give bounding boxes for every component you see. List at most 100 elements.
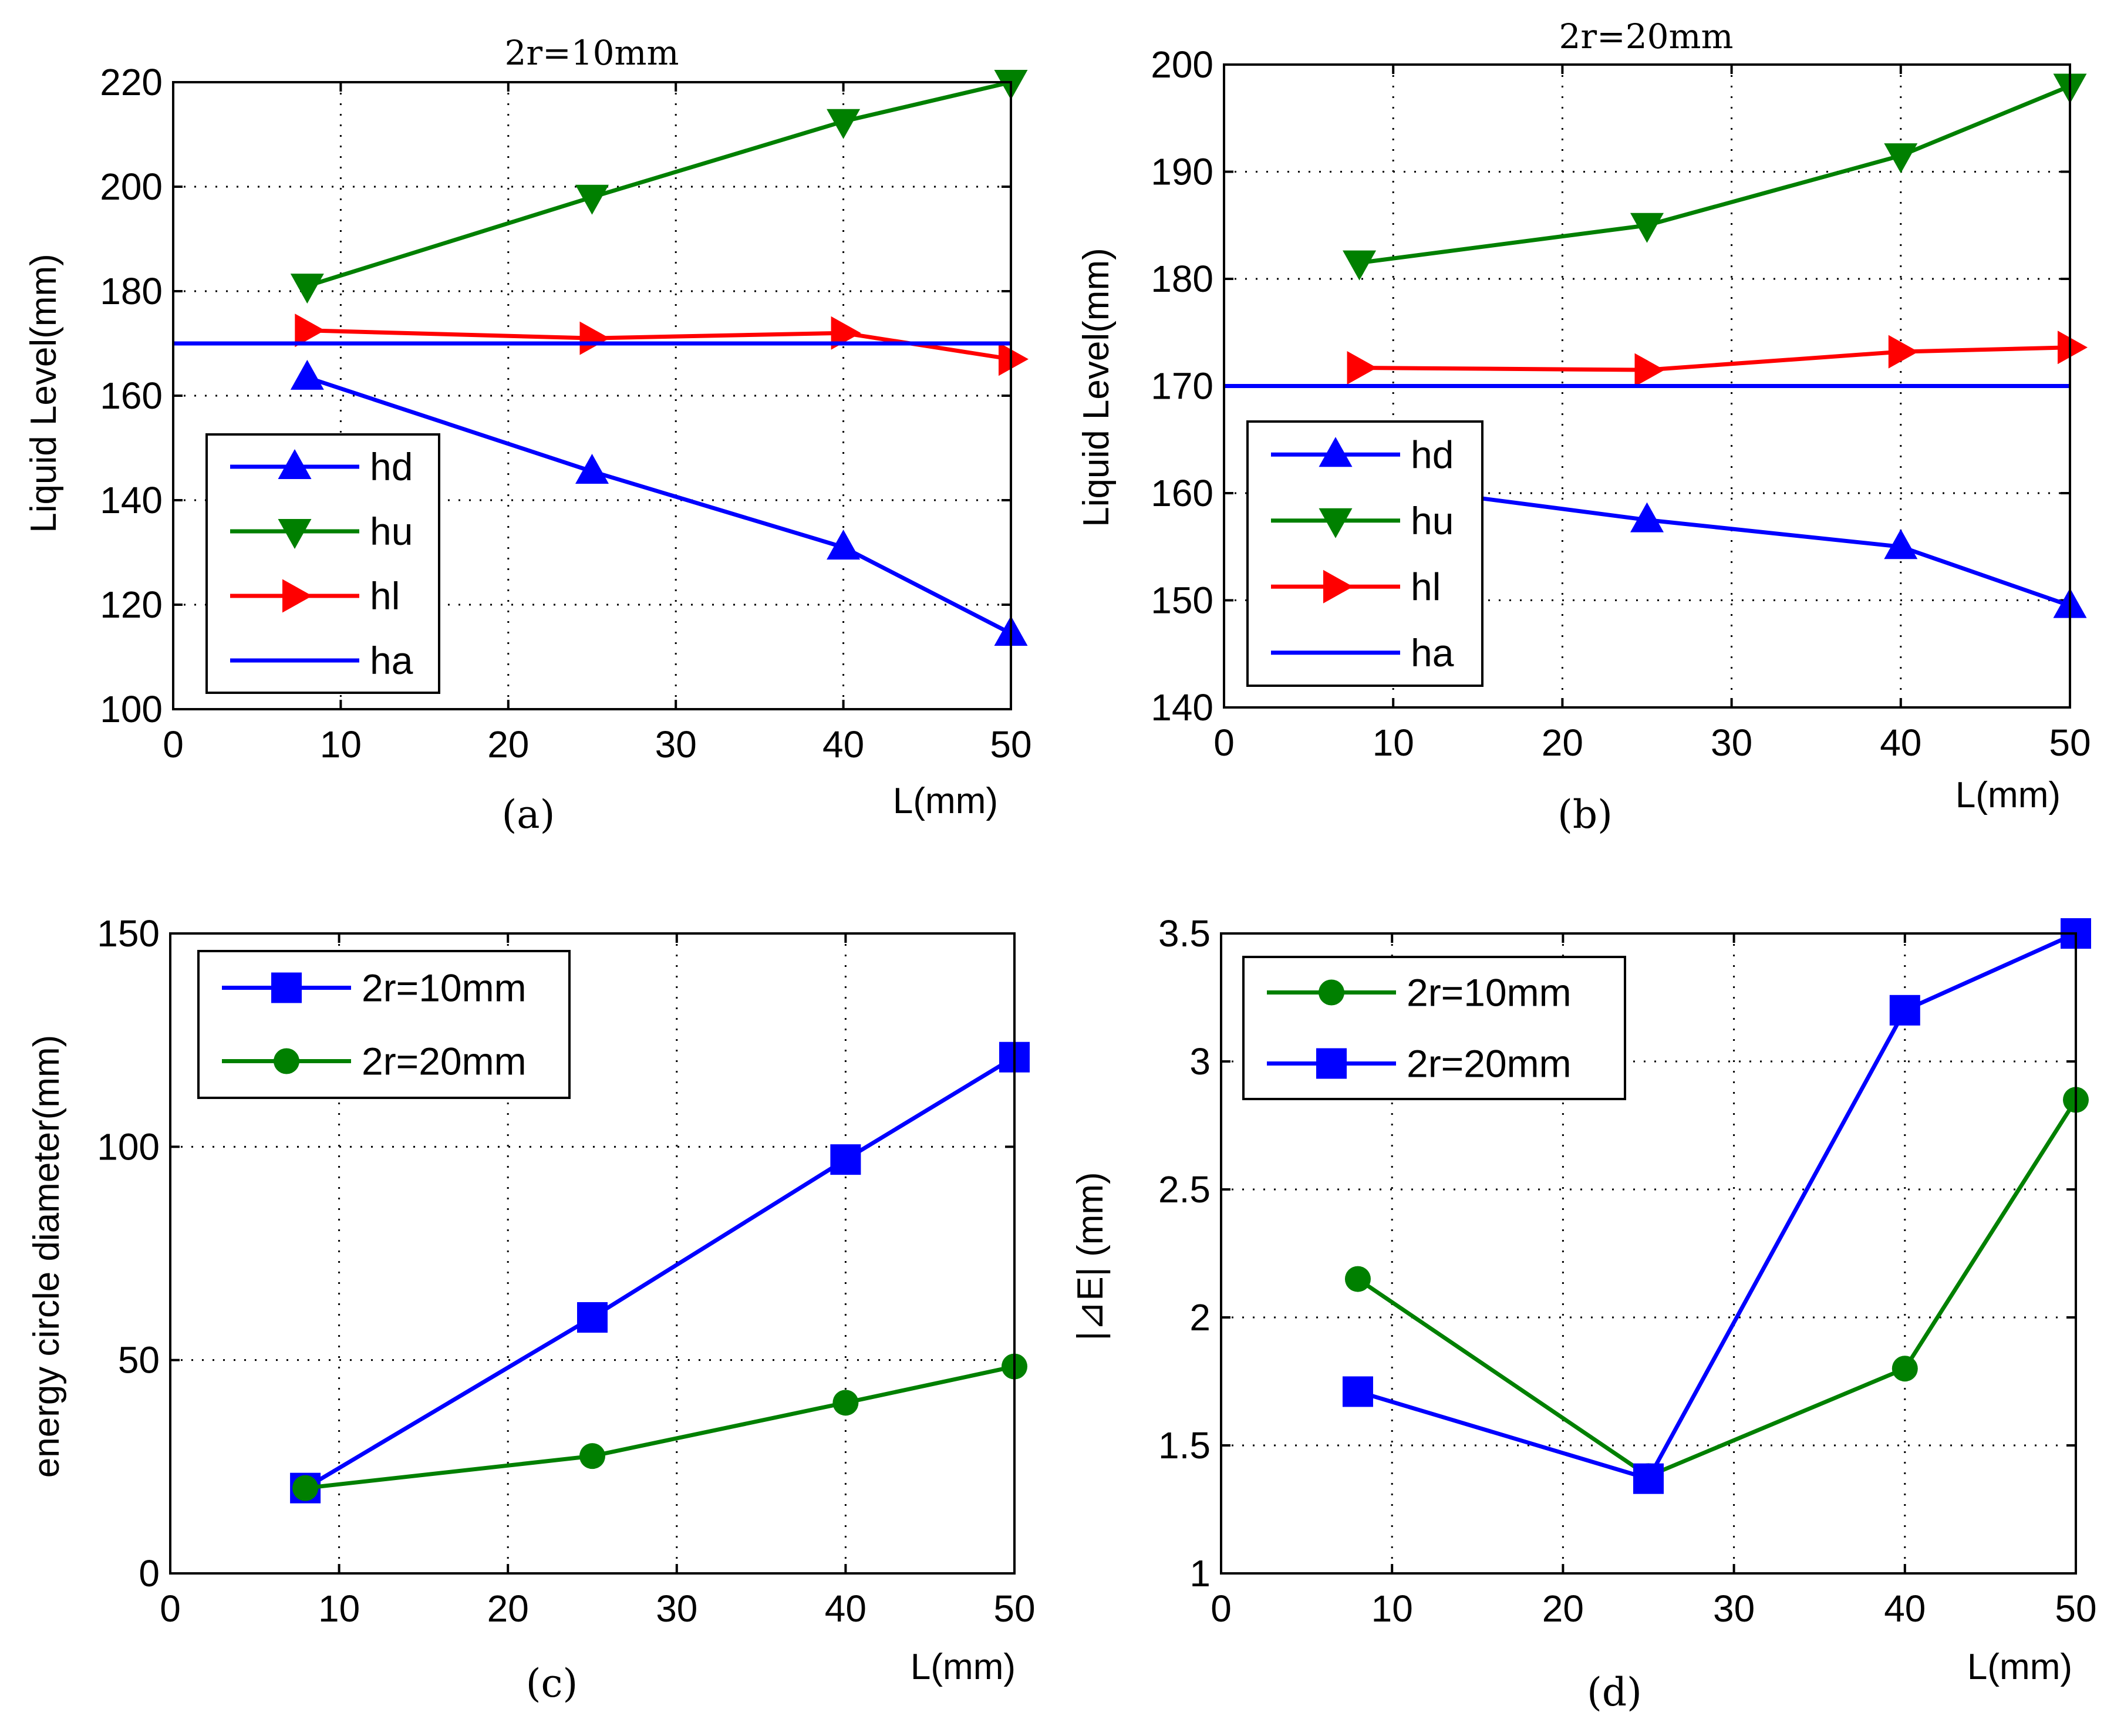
y-tick-label: 120 <box>100 584 163 626</box>
series-hl <box>295 314 1029 376</box>
series-line <box>1359 84 2071 265</box>
chart-title: 2r=20mm <box>1559 16 1733 56</box>
x-tick-label: 30 <box>656 1587 697 1630</box>
legend-marker <box>278 449 312 479</box>
series-line <box>306 375 1012 636</box>
data-point <box>290 359 324 390</box>
x-tick-label: 0 <box>160 1587 181 1630</box>
y-tick-label: 150 <box>97 912 160 955</box>
y-tick-label: 2 <box>1189 1296 1211 1339</box>
y-tick-label: 1 <box>1189 1552 1211 1595</box>
y-tick-label: 2.5 <box>1158 1168 1211 1211</box>
x-tick-label: 30 <box>1711 722 1752 764</box>
legend-label: hd <box>370 445 413 488</box>
axes-box <box>1220 932 2077 1575</box>
panel-d: 0 10 20 30 40 50 1 1.5 2 2.5 3 3.5 2r=10mm 2r=20mm L(m… <box>1070 912 2097 1715</box>
x-tick-label: 0 <box>1213 722 1235 764</box>
legend-box <box>1246 420 1483 687</box>
x-tick-label: 10 <box>1371 1587 1413 1630</box>
legend-label: ha <box>370 639 413 682</box>
y-tick-label: 140 <box>100 479 163 521</box>
legend-marker <box>1319 508 1353 538</box>
data-point <box>579 1443 605 1469</box>
legend-label: hu <box>370 510 413 553</box>
series-line <box>1359 480 2071 608</box>
x-tick-label: 50 <box>2049 722 2091 764</box>
legend: 2r=10mm 2r=20mm <box>197 950 571 1099</box>
x-tick-label: 30 <box>1713 1587 1755 1630</box>
legend: 2r=10mm 2r=20mm <box>1242 956 1626 1100</box>
legend-marker <box>271 972 302 1003</box>
series-line <box>1357 931 2077 1481</box>
y-tick-label: 160 <box>100 375 163 417</box>
y-tick-label: 200 <box>100 166 163 208</box>
x-axis-label: L(mm) <box>893 781 998 821</box>
data-point <box>1343 250 1377 281</box>
data-point <box>999 342 1029 376</box>
panel-a: 0 10 20 30 40 50 100 120 140 160 180 200 220 hd hu hl ha… <box>23 33 1032 837</box>
y-tick-label: 3.5 <box>1158 912 1211 955</box>
y-tick-label: 140 <box>1151 686 1213 729</box>
y-axis-label: |⊿E| (mm) <box>1070 1172 1111 1340</box>
legend-marker <box>278 519 312 549</box>
legend-marker <box>274 1048 299 1074</box>
y-tick-label: 180 <box>1151 258 1213 300</box>
y-tick-label: 100 <box>100 688 163 730</box>
data-point <box>295 314 325 348</box>
x-tick-label: 50 <box>990 723 1031 766</box>
legend-marker <box>282 579 312 613</box>
x-tick-label: 20 <box>1542 722 1583 764</box>
data-point <box>1630 213 1664 243</box>
data-point <box>1892 1356 1918 1382</box>
panel-b: 0 10 20 30 40 50 140 150 160 170 180 190 200 hd hu hl ha… <box>1076 16 2091 837</box>
legend-label: 2r=20mm <box>1407 1042 1572 1086</box>
legend-label: 2r=10mm <box>362 966 527 1010</box>
data-point <box>575 184 609 215</box>
x-tick-label: 20 <box>487 723 529 766</box>
x-tick-label: 40 <box>822 723 864 766</box>
series-line <box>1359 345 2071 372</box>
legend-marker <box>1316 1048 1347 1079</box>
data-point <box>830 1144 861 1175</box>
panel-caption: (c) <box>526 1661 578 1706</box>
data-point <box>1344 1266 1371 1292</box>
x-tick-label: 0 <box>1211 1587 1232 1630</box>
y-axis-label: Liquid Level(mm) <box>1076 248 1117 527</box>
data-point <box>1889 995 1920 1026</box>
data-point <box>1634 353 1665 387</box>
data-point <box>575 454 609 484</box>
data-point <box>290 274 324 304</box>
x-tick-label: 20 <box>487 1587 529 1630</box>
legend-label: 2r=20mm <box>362 1040 527 1083</box>
legend-label: ha <box>1411 631 1454 675</box>
data-point <box>832 1390 859 1416</box>
y-tick-label: 220 <box>100 61 163 103</box>
x-tick-label: 10 <box>318 1587 360 1630</box>
data-point <box>2058 331 2088 365</box>
y-tick-label: 180 <box>100 270 163 312</box>
panel-c: 0 10 20 30 40 50 0 50 100 150 2r=10mm 2r=20mm L(mm) (… <box>26 912 1036 1706</box>
legend: hd hu hl ha <box>205 433 440 694</box>
x-tick-label: 20 <box>1542 1587 1584 1630</box>
y-axis-label: Liquid Level(mm) <box>23 254 64 533</box>
series-hu <box>290 70 1028 304</box>
y-tick-label: 100 <box>97 1125 160 1168</box>
data-point <box>831 316 861 350</box>
x-tick-label: 0 <box>163 723 184 766</box>
axes-box <box>1223 63 2071 709</box>
series-line <box>305 1364 1015 1491</box>
x-tick-label: 40 <box>1884 1587 1926 1630</box>
legend-box <box>205 433 440 694</box>
chart-title: 2r=10mm <box>504 33 679 73</box>
panel-caption: (a) <box>502 792 555 837</box>
panel-caption: (b) <box>1557 792 1613 837</box>
y-axis-label: energy circle diameter(mm) <box>26 1035 67 1478</box>
data-point <box>1884 529 1918 559</box>
panel-caption: (d) <box>1587 1670 1642 1715</box>
y-tick-label: 170 <box>1151 365 1213 407</box>
data-point <box>1888 335 1919 369</box>
data-point <box>1884 143 1918 174</box>
x-axis-label: L(mm) <box>911 1647 1016 1687</box>
data-point <box>827 530 861 560</box>
